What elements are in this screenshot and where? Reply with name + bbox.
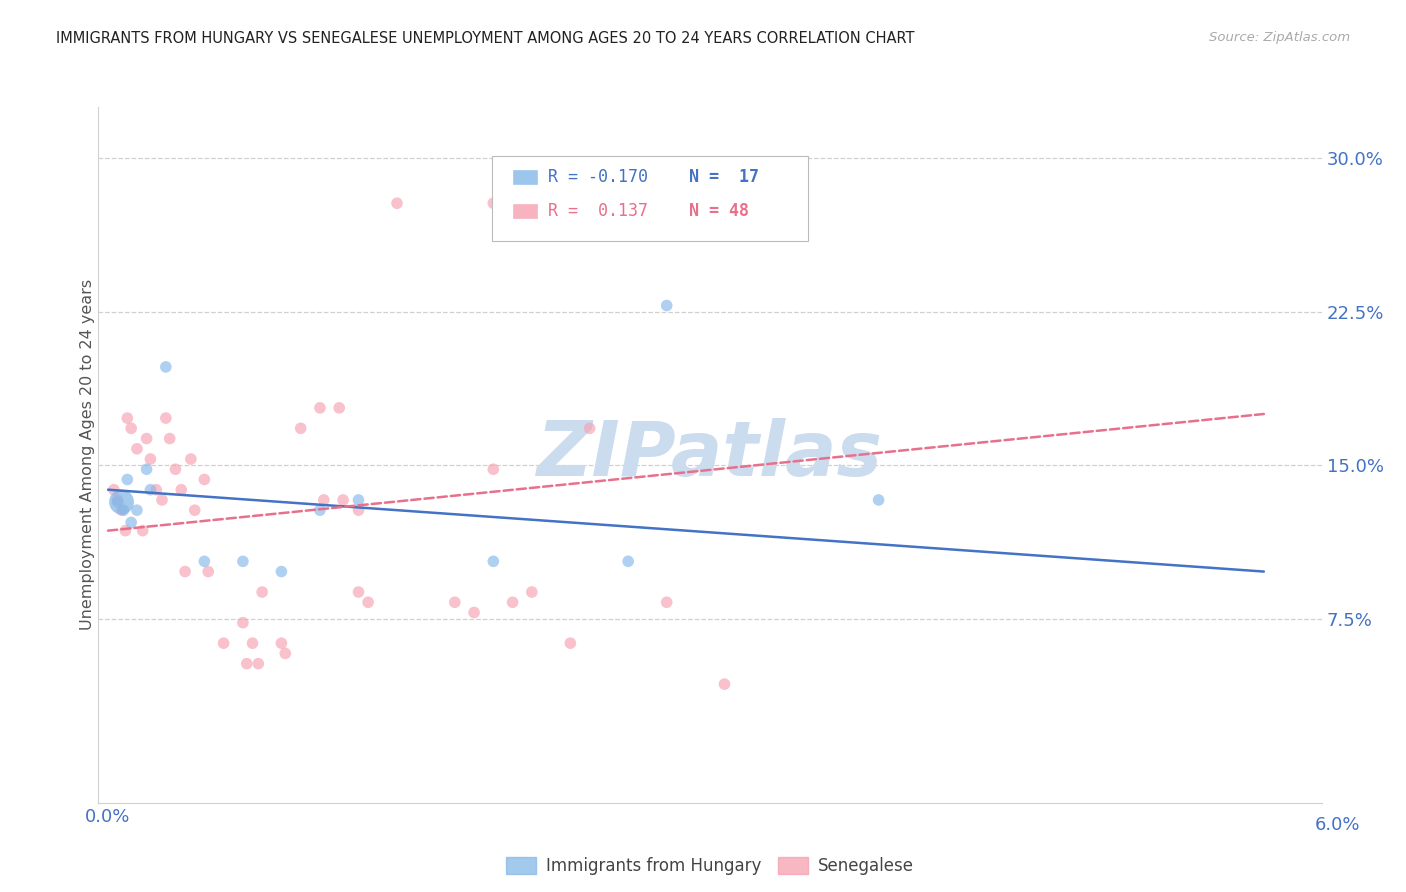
Point [112, 503, 135, 517]
Point [155, 359, 177, 374]
Point [197, 565, 219, 579]
Point [270, 636, 292, 650]
Point [139, 452, 162, 467]
Point [135, 432, 157, 446]
Text: 6.0%: 6.0% [1315, 816, 1360, 834]
Point [617, 554, 640, 568]
Point [443, 595, 465, 609]
Point [235, 657, 257, 671]
Point [120, 421, 142, 435]
Text: R =  0.137: R = 0.137 [548, 202, 648, 219]
Point [139, 483, 162, 497]
Point [309, 503, 332, 517]
Point [270, 565, 292, 579]
Point [482, 196, 505, 211]
Point [250, 585, 273, 599]
Point [560, 636, 582, 650]
Point [312, 492, 335, 507]
Point [174, 565, 197, 579]
Point [159, 432, 181, 446]
Point [328, 401, 350, 415]
Point [107, 495, 129, 509]
Point [578, 421, 600, 435]
Point [135, 462, 157, 476]
Text: N =  17: N = 17 [689, 168, 759, 186]
Point [193, 473, 215, 487]
Point [170, 483, 193, 497]
Point [655, 299, 678, 313]
Point [309, 401, 332, 415]
Point [184, 503, 207, 517]
Point [357, 595, 380, 609]
Point [125, 503, 148, 517]
Point [117, 411, 139, 425]
Point [212, 636, 235, 650]
Point [125, 442, 148, 456]
Point [502, 595, 524, 609]
Point [247, 657, 270, 671]
Point [117, 473, 139, 487]
Point [114, 524, 136, 538]
Point [145, 483, 167, 497]
Point [713, 677, 735, 691]
Point [274, 647, 297, 661]
Point [155, 411, 177, 425]
Point [242, 636, 264, 650]
Point [107, 492, 129, 507]
Point [120, 516, 142, 530]
Point [103, 483, 125, 497]
Point [150, 492, 173, 507]
Point [110, 503, 132, 517]
Point [482, 554, 505, 568]
Legend: Immigrants from Hungary, Senegalese: Immigrants from Hungary, Senegalese [499, 850, 921, 881]
Point [655, 595, 678, 609]
Point [110, 495, 132, 509]
Text: N = 48: N = 48 [689, 202, 749, 219]
Text: Source: ZipAtlas.com: Source: ZipAtlas.com [1209, 31, 1350, 45]
Point [290, 421, 312, 435]
Point [347, 492, 370, 507]
Point [232, 615, 254, 630]
Point [193, 554, 215, 568]
Point [232, 554, 254, 568]
Text: IMMIGRANTS FROM HUNGARY VS SENEGALESE UNEMPLOYMENT AMONG AGES 20 TO 24 YEARS COR: IMMIGRANTS FROM HUNGARY VS SENEGALESE UN… [56, 31, 915, 46]
Y-axis label: Unemployment Among Ages 20 to 24 years: Unemployment Among Ages 20 to 24 years [80, 279, 94, 631]
Point [332, 492, 354, 507]
Point [385, 196, 408, 211]
Point [347, 585, 370, 599]
Text: R = -0.170: R = -0.170 [548, 168, 648, 186]
Point [868, 492, 890, 507]
Point [165, 462, 187, 476]
Point [520, 585, 543, 599]
Point [347, 503, 370, 517]
Point [132, 524, 155, 538]
Point [463, 606, 485, 620]
Text: ZIPatlas: ZIPatlas [537, 418, 883, 491]
Point [180, 452, 202, 467]
Point [482, 462, 505, 476]
